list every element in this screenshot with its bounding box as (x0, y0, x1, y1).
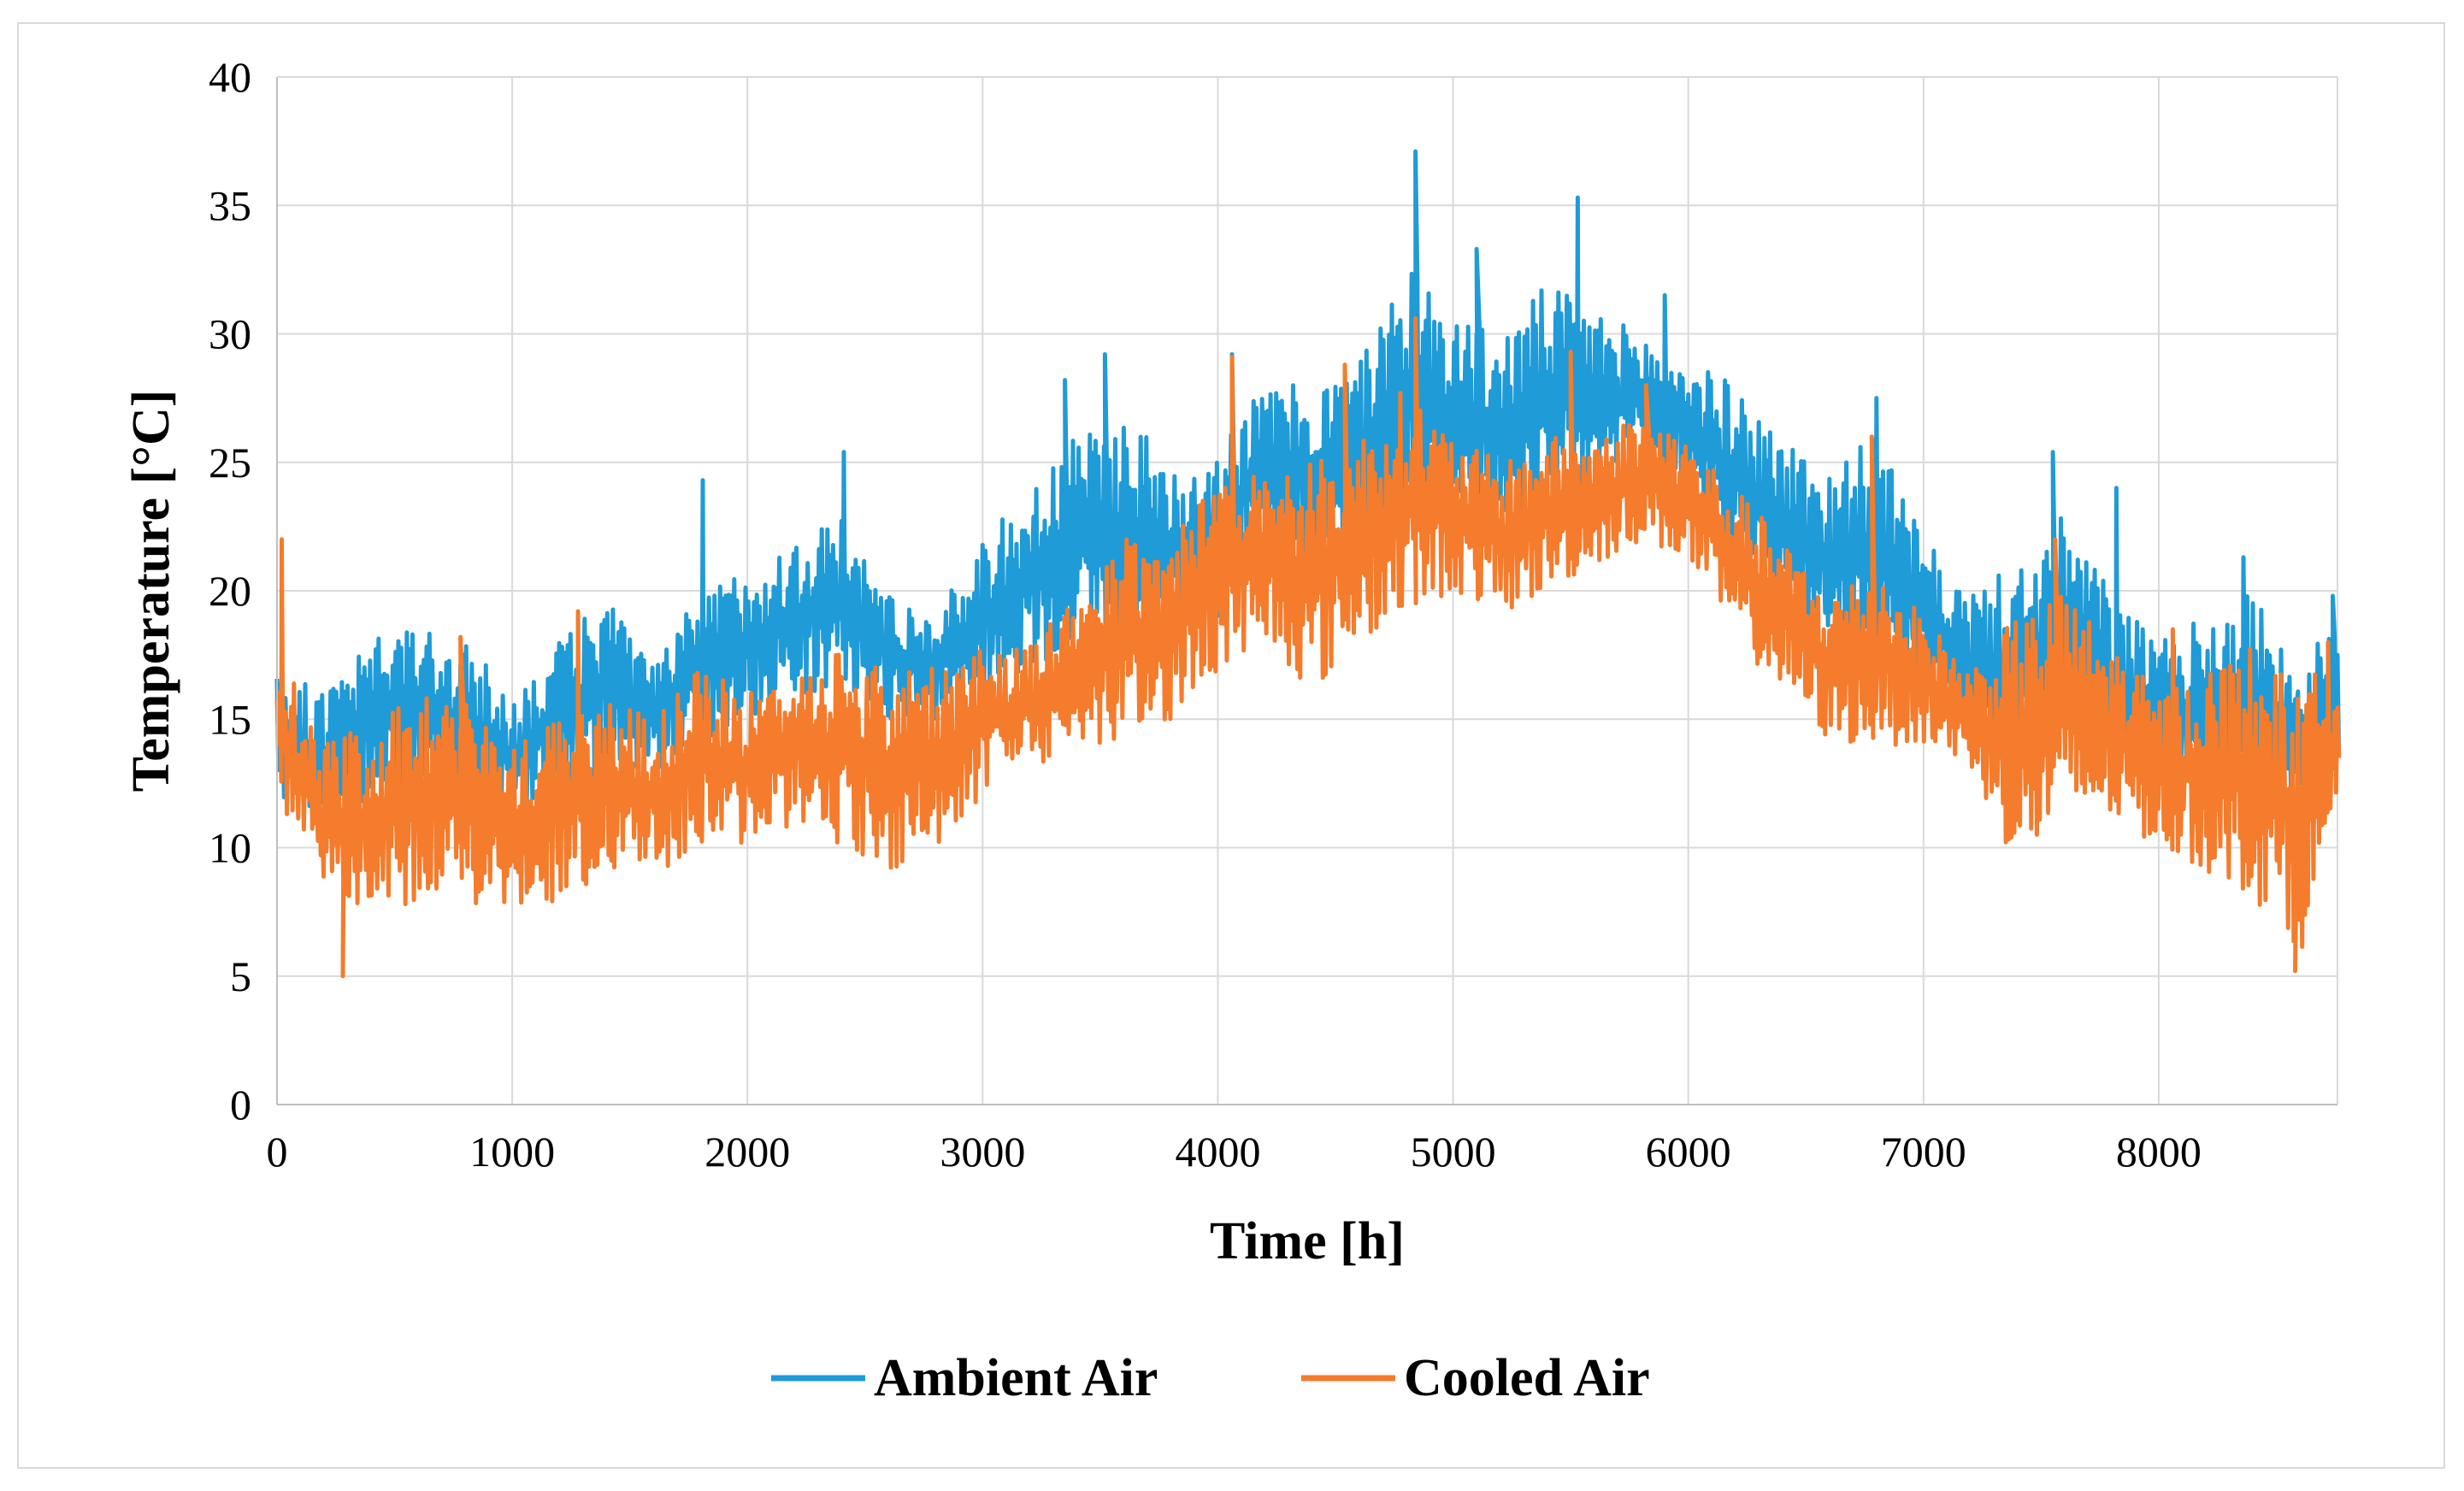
legend-label-ambient-air: Ambient Air (874, 1349, 1158, 1407)
y-tick-label: 5 (230, 952, 251, 1000)
x-tick-label: 1000 (469, 1128, 555, 1176)
y-tick-label: 35 (209, 181, 251, 229)
y-tick-labels: 0 5 10 15 20 25 30 35 40 (209, 53, 251, 1129)
y-tick-label: 40 (209, 53, 251, 101)
y-tick-label: 30 (209, 310, 251, 358)
x-tick-label: 8000 (2116, 1128, 2202, 1176)
x-tick-label: 3000 (940, 1128, 1025, 1176)
x-tick-labels: 0 1000 2000 3000 4000 5000 6000 7000 8000 (267, 1128, 2202, 1176)
y-axis-title: Temperature [°C] (122, 390, 180, 793)
x-tick-label: 4000 (1175, 1128, 1260, 1176)
y-tick-label: 10 (209, 824, 251, 872)
x-tick-label: 6000 (1646, 1128, 1731, 1176)
chart: 0 5 10 15 20 25 30 35 40 0 1000 2000 3000 4000 5000 60… (122, 53, 2342, 1407)
legend-label-cooled-air: Cooled Air (1404, 1349, 1650, 1407)
axes (276, 77, 2337, 1105)
series-line-cooled-air (274, 316, 2342, 979)
y-tick-label: 25 (209, 439, 251, 486)
x-tick-label: 2000 (704, 1128, 790, 1176)
x-axis-title: Time [h] (1210, 1212, 1405, 1270)
x-tick-label: 7000 (1881, 1128, 1966, 1176)
x-tick-label: 5000 (1411, 1128, 1496, 1176)
y-tick-label: 0 (230, 1081, 251, 1129)
legend: Ambient Air Cooled Air (771, 1349, 1650, 1407)
series-layer (274, 149, 2342, 979)
x-tick-label: 0 (267, 1128, 288, 1176)
chart-frame: 0 5 10 15 20 25 30 35 40 0 1000 2000 3000 4000 5000 60… (17, 22, 2445, 1469)
y-tick-label: 15 (209, 695, 251, 743)
y-tick-label: 20 (209, 567, 251, 615)
